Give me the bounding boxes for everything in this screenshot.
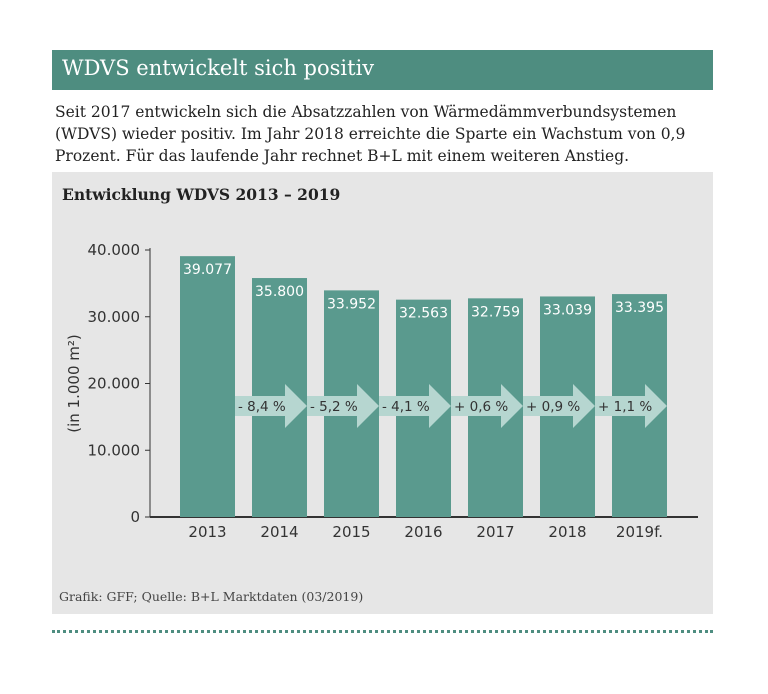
bar-value-label: 35.800 bbox=[255, 284, 304, 300]
change-arrow bbox=[235, 384, 307, 428]
change-label: + 0,6 % bbox=[454, 399, 508, 415]
x-tick-label: 2017 bbox=[476, 523, 514, 541]
chart-panel: Entwicklung WDVS 2013 – 2019 0 10.000 20.0… bbox=[52, 172, 713, 614]
bar-value-label: 32.563 bbox=[399, 306, 448, 322]
bar-value-label: 32.759 bbox=[471, 304, 520, 320]
x-tick-label: 2016 bbox=[404, 523, 442, 541]
bar-value-label: 33.039 bbox=[543, 302, 592, 318]
chart-title: Entwicklung WDVS 2013 – 2019 bbox=[62, 185, 341, 204]
bar-value-label: 33.952 bbox=[327, 296, 376, 312]
source-note: Grafik: GFF; Quelle: B+L Marktdaten (03/… bbox=[59, 589, 364, 604]
bar-value-label: 39.077 bbox=[183, 262, 232, 278]
change-label: - 4,1 % bbox=[382, 399, 430, 415]
change-label: + 0,9 % bbox=[526, 399, 580, 415]
y-axis-label: (in 1.000 m²) bbox=[65, 334, 83, 432]
change-label: + 1,1 % bbox=[598, 399, 652, 415]
change-label: - 5,2 % bbox=[310, 399, 358, 415]
bar-value-label: 33.395 bbox=[615, 300, 664, 316]
change-arrow bbox=[379, 384, 451, 428]
change-arrow bbox=[523, 384, 595, 428]
change-arrow bbox=[451, 384, 523, 428]
bar-chart: 0 10.000 20.000 30.000 40.000 (in 1.000 m²) 39… bbox=[65, 241, 698, 541]
header-bar: WDVS entwickelt sich positiv bbox=[52, 50, 713, 90]
y-tick-label: 30.000 bbox=[88, 308, 141, 326]
bar bbox=[180, 256, 235, 517]
page-title: WDVS entwickelt sich positiv bbox=[62, 56, 375, 80]
divider bbox=[52, 630, 713, 633]
x-tick-label: 2019f. bbox=[616, 523, 663, 541]
x-tick-label: 2018 bbox=[548, 523, 586, 541]
y-tick-label: 0 bbox=[130, 508, 140, 526]
intro-text: Seit 2017 entwickeln sich die Absatzzahl… bbox=[55, 103, 686, 165]
change-arrow bbox=[307, 384, 379, 428]
y-tick-label: 10.000 bbox=[88, 441, 141, 459]
x-tick-label: 2015 bbox=[332, 523, 370, 541]
x-tick-label: 2013 bbox=[188, 523, 226, 541]
y-tick-label: 20.000 bbox=[88, 375, 141, 393]
change-label: - 8,4 % bbox=[238, 399, 286, 415]
y-tick-label: 40.000 bbox=[88, 241, 141, 259]
x-tick-label: 2014 bbox=[260, 523, 298, 541]
change-arrow bbox=[595, 384, 667, 428]
